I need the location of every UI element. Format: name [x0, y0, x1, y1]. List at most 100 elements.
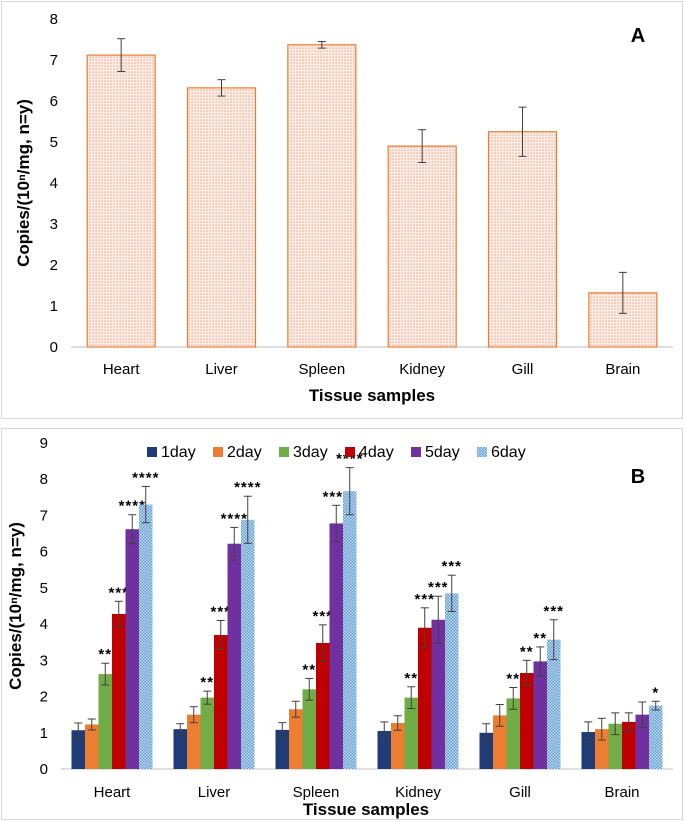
y-tick-label: 6 — [50, 93, 58, 110]
bar-gill-5day — [533, 661, 547, 769]
legend-label-5day: 5day — [425, 444, 460, 461]
y-tick-label: 6 — [40, 544, 48, 561]
legend-label-6day: 6day — [491, 444, 526, 461]
bar-brain-2day — [595, 729, 609, 769]
legend-swatch-4day — [345, 447, 355, 457]
x-tick-label: Heart — [94, 784, 132, 801]
x-tick-label: Heart — [103, 361, 141, 378]
significance-label: ** — [302, 661, 316, 678]
x-tick-label: Brain — [604, 784, 639, 801]
y-tick-label: 5 — [50, 134, 58, 151]
significance-label: **** — [323, 488, 350, 505]
chart-panel-b: 0 1 2 3 4 5 6 7 8 9 ** *** **** **** Heart ** *** **** ***… — [1, 428, 683, 820]
y-tick-label: 0 — [40, 761, 48, 778]
significance-label: **** — [132, 469, 159, 486]
significance-label: ** — [520, 643, 534, 660]
y-tick-label: 5 — [40, 580, 48, 597]
chart-b-svg: 0123456789*************Heart************… — [6, 435, 673, 819]
bar-spleen-6day — [343, 491, 357, 769]
significance-label: *** — [441, 558, 462, 575]
significance-label: ** — [533, 630, 547, 647]
panel-label: B — [631, 466, 645, 488]
bar-heart-3day — [98, 674, 112, 769]
significance-label: ** — [98, 646, 112, 663]
y-tick-label: 9 — [40, 435, 48, 452]
bar-spleen-2day — [289, 709, 303, 769]
x-tick-label: Gill — [512, 361, 534, 378]
legend-swatch-5day — [411, 447, 421, 457]
significance-label: *** — [428, 579, 449, 596]
bar-heart-2day — [85, 724, 99, 769]
significance-label: **** — [221, 510, 248, 527]
significance-label: **** — [119, 498, 146, 515]
bar-spleen-3day — [302, 689, 316, 769]
bar-liver — [186, 87, 257, 348]
bar-liver-2day — [187, 714, 201, 769]
y-tick-label: 2 — [40, 689, 48, 706]
y-axis-title: Copies/(10ⁿ/mg, n=y) — [6, 522, 25, 690]
significance-label: ** — [506, 671, 520, 688]
y-tick-label: 7 — [50, 52, 58, 69]
y-tick-label: 1 — [40, 725, 48, 742]
bar-heart-5day — [125, 529, 139, 769]
bar-liver-1day — [173, 729, 187, 769]
legend-label-1day: 1day — [161, 444, 196, 461]
x-tick-label: Brain — [605, 361, 640, 378]
x-axis-title: Tissue samples — [309, 386, 435, 405]
chart-panel-a: 0 1 2 3 4 5 6 7 8 Heart Liver Spleen Kidney Gill Brain… — [1, 1, 683, 419]
legend-swatch-3day — [279, 447, 289, 457]
bar-heart-1day — [71, 730, 85, 769]
significance-label: ** — [404, 670, 418, 687]
y-tick-label: 0 — [50, 339, 58, 356]
x-axis-title: Tissue samples — [303, 800, 429, 819]
bar-liver-3day — [200, 697, 214, 769]
x-tick-label: Liver — [198, 784, 231, 801]
bar-kidney-2day — [391, 722, 405, 769]
x-tick-label: Gill — [509, 784, 531, 801]
significance-label: ** — [200, 674, 214, 691]
significance-label: *** — [543, 603, 564, 620]
x-tick-label: Kidney — [399, 361, 445, 378]
bar-gill — [487, 131, 558, 348]
bar-kidney-6day — [445, 593, 459, 769]
bar-kidney — [387, 145, 457, 348]
legend-label-2day: 2day — [227, 444, 262, 461]
bar-kidney-4day — [418, 627, 432, 769]
x-tick-label: Spleen — [298, 361, 345, 378]
x-tick-label: Spleen — [293, 784, 340, 801]
significance-label: *** — [414, 591, 435, 608]
bar-liver-6day — [241, 519, 255, 769]
y-tick-label: 8 — [40, 471, 48, 488]
legend-label-3day: 3day — [293, 444, 328, 461]
bar-gill-4day — [520, 673, 534, 769]
chart-a-svg: 0 1 2 3 4 5 6 7 8 Heart Liver Spleen Kidney Gill Brain… — [14, 11, 673, 405]
legend-swatch-1day — [147, 447, 157, 457]
y-axis-title: Copies/(10ⁿ/mg, n=y) — [14, 99, 33, 267]
panel-label: A — [631, 25, 645, 47]
significance-label: *** — [312, 608, 333, 625]
bar-brain-5day — [635, 714, 649, 769]
bar-brain — [588, 292, 658, 348]
bar-kidney-3day — [404, 697, 418, 769]
bar-brain-6day — [649, 705, 663, 769]
bar-spleen-1day — [275, 729, 289, 769]
significance-label: *** — [108, 584, 129, 601]
bar-gill-3day — [506, 698, 520, 769]
bar-brain-4day — [622, 721, 636, 769]
y-tick-label: 2 — [50, 257, 58, 274]
legend-label-4day: 4day — [359, 444, 394, 461]
y-tick-label: 8 — [50, 11, 58, 28]
significance-label: * — [652, 684, 659, 701]
bar-kidney-5day — [431, 619, 445, 769]
y-tick-label: 3 — [50, 216, 58, 233]
y-tick-label: 7 — [40, 507, 48, 524]
bar-gill-6day — [547, 639, 561, 769]
bar-heart-4day — [112, 613, 126, 769]
bar-spleen-5day — [329, 523, 343, 769]
y-tick-label: 1 — [50, 298, 58, 315]
y-tick-label: 4 — [50, 175, 58, 192]
y-tick-label: 4 — [40, 616, 48, 633]
significance-label: **** — [336, 451, 363, 468]
bar-liver-4day — [214, 634, 228, 769]
significance-label: *** — [210, 603, 231, 620]
